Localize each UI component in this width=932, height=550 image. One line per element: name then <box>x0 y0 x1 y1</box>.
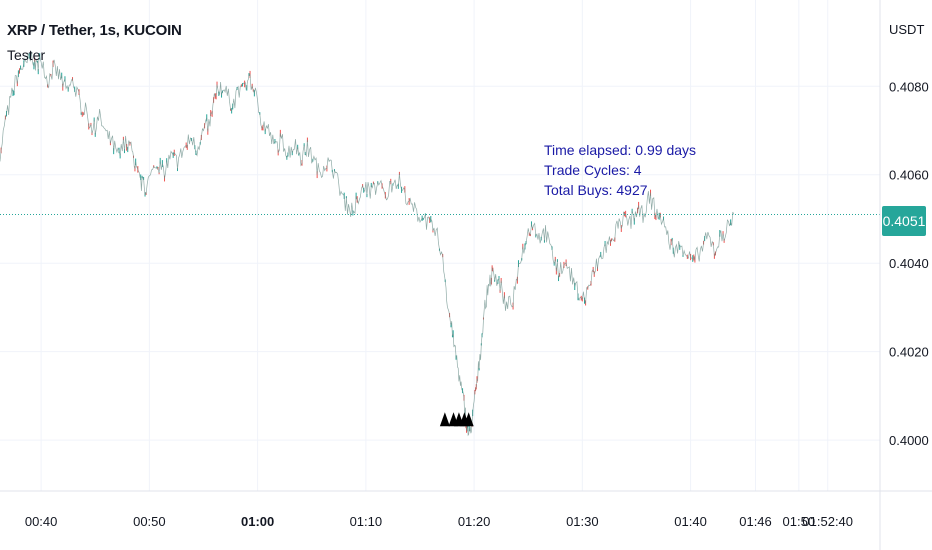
buy-marker <box>439 412 450 427</box>
trade-markers <box>439 412 474 427</box>
chart-legend: XRP / Tether, 1s, KUCOIN Tester <box>7 22 182 64</box>
x-tick-label: 00:40 <box>25 514 58 529</box>
symbol-title[interactable]: XRP / Tether, 1s, KUCOIN <box>7 22 182 39</box>
x-tick-label: 00:50 <box>133 514 166 529</box>
currency-unit-label: USDT <box>889 22 925 37</box>
y-tick-label: 0.4060 <box>889 168 929 183</box>
total-buys-text: Total Buys: 4927 <box>544 182 648 198</box>
x-tick-label: 01:40 <box>674 514 707 529</box>
y-tick-label: 0.4040 <box>889 256 929 271</box>
x-tick-label: 01:10 <box>350 514 383 529</box>
trade-cycles-text: Trade Cycles: 4 <box>544 162 642 178</box>
x-tick-label: 01:00 <box>241 514 274 529</box>
y-tick-label: 0.4000 <box>889 433 929 448</box>
x-tick-label: 01:30 <box>566 514 599 529</box>
x-tick-label: 01:52:40 <box>802 514 853 529</box>
y-tick-label: 0.4080 <box>889 79 929 94</box>
price-line <box>0 51 735 437</box>
price-series <box>0 51 735 437</box>
tester-stats-label: Time elapsed: 0.99 days Trade Cycles: 4 … <box>544 140 696 200</box>
x-tick-label: 01:20 <box>458 514 491 529</box>
x-tick-label: 01:50 <box>783 514 816 529</box>
last-price-badge: 0.4051 <box>882 206 926 236</box>
buy-marker <box>463 412 474 427</box>
y-tick-label: 0.4020 <box>889 345 929 360</box>
price-scale[interactable]: 0.4080 0.4060 0.4040 0.4020 0.4000 <box>889 79 929 448</box>
grid-lines <box>0 0 880 491</box>
indicator-name[interactable]: Tester <box>7 47 46 63</box>
x-tick-label: 01:46 <box>739 514 772 529</box>
time-elapsed-text: Time elapsed: 0.99 days <box>544 142 697 158</box>
time-scale[interactable]: 00:40 00:50 01:00 01:10 01:20 01:30 01:40 01:46… <box>25 514 853 529</box>
